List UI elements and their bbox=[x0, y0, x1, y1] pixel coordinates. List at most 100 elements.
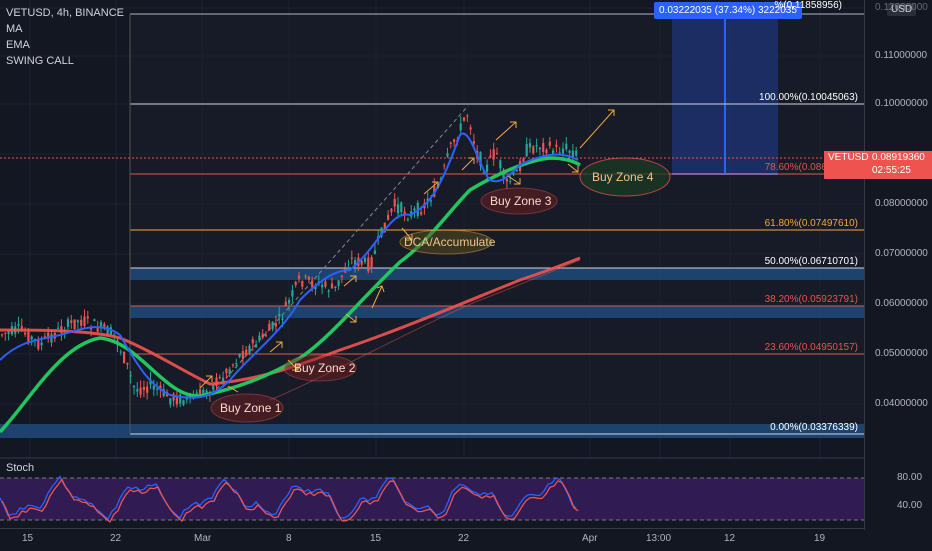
candle-body bbox=[99, 322, 103, 329]
annotation-arrows bbox=[199, 109, 615, 393]
candle-body bbox=[509, 181, 512, 183]
candle-body bbox=[50, 333, 53, 343]
candle-body bbox=[119, 351, 122, 353]
swing-line bbox=[0, 132, 579, 399]
candle-body bbox=[182, 400, 185, 405]
price-tick: 0.07000000 bbox=[875, 248, 928, 259]
candle-body bbox=[505, 178, 508, 182]
candle-body bbox=[57, 327, 60, 329]
price-tick: 0.10000000 bbox=[875, 98, 928, 109]
support-box-2 bbox=[130, 306, 864, 318]
indicator-ma[interactable]: MA bbox=[6, 23, 23, 35]
candle-body bbox=[231, 364, 235, 366]
candle-body bbox=[136, 389, 139, 392]
candle-body bbox=[80, 319, 83, 326]
candle-body bbox=[152, 385, 155, 390]
indicator-swing-call[interactable]: SWING CALL bbox=[6, 55, 74, 67]
fib-label-0: 0.00%(0.03376339) bbox=[770, 422, 858, 433]
support-box-1 bbox=[130, 268, 864, 280]
price-tick: 0.11000000 bbox=[875, 50, 928, 61]
candle-body bbox=[218, 377, 221, 379]
candle-body bbox=[380, 227, 383, 237]
candle-body bbox=[175, 395, 178, 405]
buy-zone-3-label: Buy Zone 3 bbox=[490, 194, 552, 208]
candle-body bbox=[472, 141, 475, 144]
price-axis[interactable]: USD 0.12000000 0.11000000 0.10000000 0.0… bbox=[864, 0, 932, 530]
candle-body bbox=[268, 323, 271, 331]
candle-body bbox=[459, 123, 462, 131]
candle-body bbox=[347, 267, 350, 270]
candle-body bbox=[568, 150, 571, 153]
candle-body bbox=[7, 331, 10, 335]
candle-body bbox=[400, 202, 403, 213]
candle-body bbox=[443, 165, 446, 167]
candle-body bbox=[126, 362, 129, 365]
candle-body bbox=[156, 388, 159, 390]
candle-body bbox=[548, 141, 551, 147]
candle-body bbox=[532, 146, 535, 154]
fib-zone-bg bbox=[130, 14, 864, 434]
candle-body bbox=[552, 150, 555, 155]
candle-body bbox=[113, 333, 116, 335]
ma-line-2 bbox=[269, 259, 581, 401]
candle-body bbox=[340, 275, 343, 277]
indicator-ema[interactable]: EMA bbox=[6, 39, 30, 51]
buy-zone-3-ellipse bbox=[480, 187, 558, 215]
candle-body bbox=[106, 326, 109, 336]
candles bbox=[0, 113, 578, 408]
price-chart[interactable] bbox=[0, 0, 864, 528]
candle-body bbox=[40, 342, 43, 346]
candle-body bbox=[129, 375, 132, 377]
symbol-legend[interactable]: VETUSD, 4h, BINANCE bbox=[6, 7, 124, 19]
candle-body bbox=[274, 323, 277, 327]
stoch-tick: 40.00 bbox=[897, 500, 923, 511]
candle-body bbox=[304, 275, 307, 277]
candle-body bbox=[321, 284, 324, 288]
candle-body bbox=[479, 152, 482, 166]
price-tick: 0.06000000 bbox=[875, 298, 928, 309]
candle-body bbox=[284, 301, 287, 306]
candle-body bbox=[86, 316, 89, 319]
candle-body bbox=[76, 320, 79, 323]
time-tick: 22 bbox=[458, 533, 470, 544]
candle-body bbox=[486, 164, 489, 172]
candle-body bbox=[334, 286, 337, 288]
candle-body bbox=[525, 143, 528, 157]
candle-body bbox=[502, 169, 505, 179]
buy-zone-1-ellipse bbox=[210, 393, 284, 423]
candle-body bbox=[301, 280, 304, 287]
candle-body bbox=[307, 276, 310, 280]
buy-zone-1-label: Buy Zone 1 bbox=[220, 401, 282, 415]
time-tick: Mar bbox=[194, 533, 212, 544]
candle-body bbox=[222, 377, 225, 383]
candle-body bbox=[453, 139, 456, 142]
candle-body bbox=[393, 199, 396, 207]
stoch-title[interactable]: Stoch bbox=[6, 462, 35, 474]
candle-body bbox=[555, 144, 558, 147]
candle-body bbox=[215, 377, 218, 386]
candle-body bbox=[383, 222, 386, 233]
candle-body bbox=[291, 290, 294, 297]
fib-label-50: 50.00%(0.06710701) bbox=[764, 256, 858, 267]
candle-body bbox=[561, 148, 565, 154]
candle-body bbox=[96, 327, 99, 332]
price-tick: 0.12000000 bbox=[875, 2, 928, 13]
time-axis[interactable]: 15 22 Mar 8 15 22 Apr 13:00 12 19 bbox=[0, 528, 864, 551]
candle-body bbox=[373, 250, 376, 254]
candle-body bbox=[228, 369, 231, 375]
candle-body bbox=[205, 390, 208, 394]
currency-badge[interactable]: USD bbox=[887, 3, 917, 16]
candle-body bbox=[294, 281, 297, 286]
candle-body bbox=[522, 158, 525, 162]
fib-label-786: 78.60%(0.08617956) bbox=[764, 162, 858, 173]
candle-body bbox=[37, 340, 40, 350]
buy-zone-4-label: Buy Zone 4 bbox=[592, 170, 654, 184]
candle-body bbox=[66, 319, 70, 327]
time-tick: 22 bbox=[110, 533, 122, 544]
candle-body bbox=[139, 387, 142, 395]
candle-body bbox=[251, 339, 254, 344]
candle-body bbox=[512, 172, 515, 175]
dca-ellipse bbox=[399, 229, 493, 255]
candle-body bbox=[261, 333, 264, 338]
candle-body bbox=[528, 143, 532, 148]
